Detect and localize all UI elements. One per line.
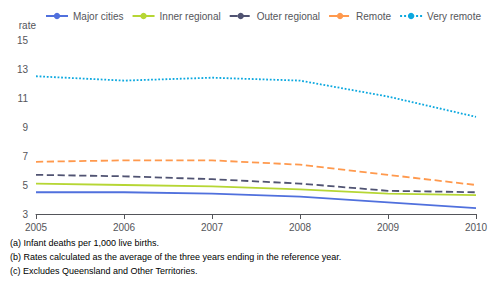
svg-text:(c) Excludes Queensland and Ot: (c) Excludes Queensland and Other Territ… (10, 266, 197, 276)
svg-text:5: 5 (22, 180, 28, 191)
svg-text:7: 7 (22, 151, 28, 162)
svg-text:2007: 2007 (201, 222, 224, 233)
svg-text:Outer regional: Outer regional (257, 11, 320, 22)
svg-text:2010: 2010 (465, 222, 488, 233)
svg-text:Inner regional: Inner regional (160, 11, 221, 22)
svg-text:15: 15 (17, 35, 29, 46)
svg-text:2008: 2008 (289, 222, 312, 233)
svg-text:Remote: Remote (356, 11, 391, 22)
svg-text:3: 3 (22, 209, 28, 220)
svg-text:Major cities: Major cities (73, 11, 124, 22)
svg-text:2006: 2006 (113, 222, 136, 233)
svg-text:rate: rate (19, 20, 37, 31)
svg-text:Very remote: Very remote (427, 11, 481, 22)
svg-text:(a) Infant deaths per 1,000 li: (a) Infant deaths per 1,000 live births. (10, 238, 159, 248)
svg-text:13: 13 (17, 64, 29, 75)
svg-text:2009: 2009 (377, 222, 400, 233)
svg-text:11: 11 (18, 93, 29, 104)
svg-text:2005: 2005 (25, 222, 48, 233)
svg-text:(b) Rates calculated as the av: (b) Rates calculated as the average of t… (10, 252, 341, 262)
svg-text:9: 9 (22, 122, 28, 133)
